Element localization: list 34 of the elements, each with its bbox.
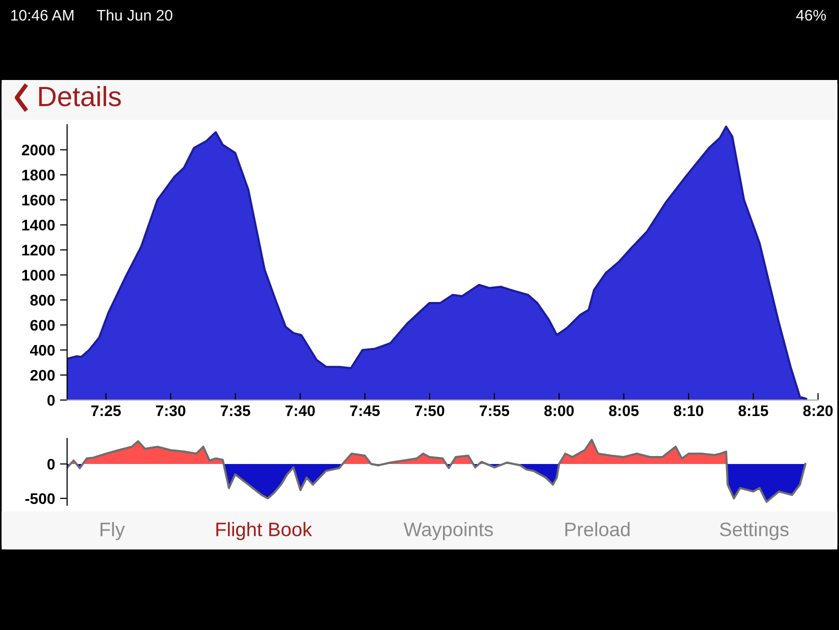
x-tick-label: 7:50	[414, 405, 444, 416]
y-tick-label: 2000	[22, 144, 55, 156]
text: Fly	[100, 522, 125, 540]
y-tick-label: 600	[30, 320, 55, 331]
x-tick-label: 8:00	[544, 405, 574, 416]
x-tick-label: 7:45	[350, 405, 380, 416]
y-tick-label: 0	[47, 458, 55, 470]
x-tick-label: 8:05	[609, 405, 639, 416]
y-tick-label: 1200	[22, 244, 55, 256]
x-tick-label: 7:25	[91, 405, 121, 416]
text: Waypoints	[404, 522, 493, 540]
text: Settings	[720, 522, 789, 540]
y-tick-label: -500	[25, 493, 55, 504]
text: 10:46 AM	[11, 10, 74, 21]
y-tick-label: 1600	[22, 194, 55, 206]
y-tick-label: 800	[30, 294, 55, 306]
x-tick-label: 7:40	[286, 405, 315, 416]
x-tick-label: 7:55	[480, 405, 510, 416]
x-tick-label: 7:35	[220, 405, 250, 416]
y-tick-label: 0	[47, 394, 55, 406]
y-tick-label: 1400	[22, 220, 55, 231]
x-tick-label: 8:10	[674, 405, 704, 416]
x-tick-label: 8:20	[803, 405, 833, 416]
y-tick-label: 200	[30, 370, 55, 381]
y-tick-label: 1800	[22, 170, 55, 180]
text: Flight Book	[216, 522, 312, 540]
text: 46%	[796, 10, 826, 21]
text: Thu Jun 20	[96, 9, 172, 21]
y-tick-label: 400	[30, 344, 55, 356]
x-tick-label: 8:15	[738, 405, 768, 416]
text: Details	[39, 86, 121, 106]
y-tick-label: 1000	[22, 270, 55, 281]
x-tick-label: 7:30	[156, 405, 186, 416]
text: Preload	[565, 522, 630, 536]
